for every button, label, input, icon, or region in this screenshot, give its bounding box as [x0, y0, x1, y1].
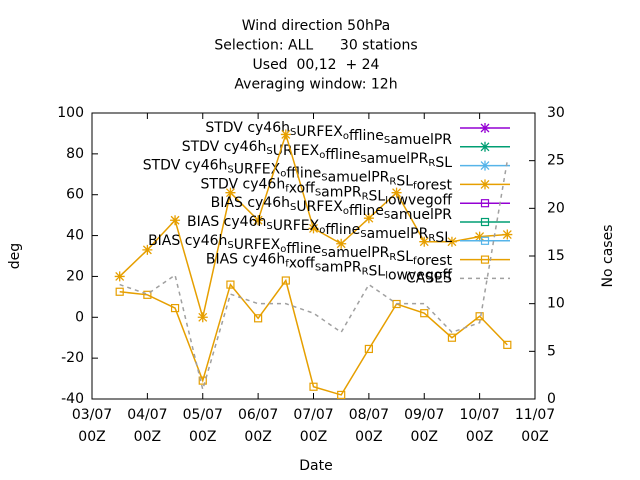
y2-tick-label: 25	[547, 153, 565, 169]
y-tick-label: 0	[75, 309, 84, 325]
x-tick-label: 00Z	[355, 429, 382, 445]
marker	[391, 187, 402, 198]
x-tick-label: 05/07	[183, 407, 223, 423]
marker	[447, 333, 457, 342]
marker	[475, 312, 484, 321]
legend-label: BIAS cy46hSURFEXofflineSamuelPRRSLforest	[148, 233, 452, 269]
legend-marker-shape	[480, 236, 490, 245]
marker	[253, 215, 264, 226]
y2-axis-label: No cases	[600, 225, 616, 288]
legend-marker	[480, 255, 490, 264]
y-tick-label: -20	[61, 350, 84, 366]
y-tick-label: 100	[57, 105, 84, 121]
y-tick-label: -40	[61, 391, 84, 407]
marker	[281, 276, 290, 285]
legend-marker	[480, 179, 490, 190]
legend-label: STDV cy46hfxoffSamPRRSLlowvegoff	[201, 176, 453, 208]
series	[115, 276, 512, 400]
marker	[363, 213, 374, 224]
legend-label: BIAS cy46hSURFEXofflineSamuelPRRSL	[187, 214, 452, 246]
legend-marker-shape	[480, 255, 490, 264]
y-tick-label: 20	[66, 268, 84, 284]
y2-tick-label: 30	[547, 105, 565, 121]
legend-marker	[480, 199, 490, 208]
legend-label: BIAS cy46hSURFEXofflineSamuelPR	[211, 195, 453, 223]
x-tick-label: 06/07	[238, 407, 278, 423]
marker	[198, 376, 207, 385]
chart-title: Wind direction 50hPa	[242, 18, 391, 34]
marker	[143, 290, 152, 299]
marker	[502, 229, 513, 240]
marker	[364, 344, 373, 354]
legend-marker-shape	[480, 199, 490, 208]
y-tick-label: 60	[66, 187, 84, 203]
y2-tick-label: 10	[547, 296, 565, 312]
legend-marker-shape	[480, 179, 490, 190]
legend-marker-shape	[480, 123, 490, 133]
marker	[419, 236, 430, 247]
x-tick-label: 08/07	[349, 407, 389, 423]
marker	[309, 382, 318, 391]
legend-marker	[480, 236, 490, 245]
x-tick-label: 00Z	[300, 429, 327, 445]
chart-title: Used 00,12 + 24	[253, 57, 380, 73]
legend-label: BIAS cy46hfxoffSamPRRSLlowvegoff	[206, 252, 452, 284]
y2-tick-label: 5	[547, 343, 556, 359]
legend-marker-shape	[480, 141, 490, 152]
marker	[336, 238, 347, 249]
marker	[420, 309, 429, 318]
x-axis-label: Date	[299, 458, 332, 474]
x-tick-label: 11/07	[515, 407, 555, 423]
x-tick-label: 03/07	[72, 407, 112, 423]
marker	[197, 312, 208, 323]
legend-marker	[480, 141, 490, 152]
legend-marker	[480, 217, 490, 227]
x-tick-label: 00Z	[466, 429, 493, 445]
chart-title: Selection: ALL 30 stations	[214, 38, 417, 54]
legend-marker	[480, 160, 490, 171]
y2-tick-label: 20	[547, 200, 565, 216]
x-tick-label: 00Z	[521, 429, 548, 445]
marker	[115, 287, 124, 296]
x-tick-label: 04/07	[127, 407, 167, 423]
legend-label: STDV cy46hSURFEXofflineSamuelPR	[205, 120, 452, 148]
y2-tick-label: 0	[547, 391, 556, 407]
marker	[114, 271, 125, 282]
marker	[170, 215, 181, 226]
marker	[446, 236, 457, 247]
x-tick-label: 00Z	[411, 429, 438, 445]
x-tick-label: 09/07	[404, 407, 444, 423]
y-tick-label: 80	[66, 146, 84, 162]
x-tick-label: 10/07	[459, 407, 499, 423]
chart-title: Averaging window: 12h	[234, 77, 397, 93]
marker	[142, 244, 153, 255]
y-axis-label: deg	[7, 243, 23, 269]
legend-marker-shape	[480, 217, 490, 227]
y-tick-label: 40	[66, 228, 84, 244]
legend-label: CASES	[406, 270, 452, 286]
x-tick-label: 00Z	[134, 429, 161, 445]
legend-label: STDV cy46hSURFEXofflineSamuelPRRSLforest	[143, 158, 453, 194]
x-tick-label: 07/07	[293, 407, 333, 423]
line	[119, 278, 508, 396]
marker	[254, 314, 263, 323]
marker	[280, 129, 291, 140]
marker	[308, 223, 319, 234]
marker	[503, 340, 512, 349]
marker	[225, 187, 236, 198]
legend-marker-shape	[480, 160, 490, 171]
legend-label: STDV cy46hSURFEXofflineSamuelPRRSL	[182, 139, 453, 171]
legend-marker	[480, 123, 490, 133]
y2-tick-label: 15	[547, 248, 565, 264]
x-tick-label: 00Z	[78, 429, 105, 445]
marker	[337, 390, 346, 400]
marker	[226, 280, 235, 289]
marker	[474, 231, 485, 242]
marker	[170, 303, 180, 313]
x-tick-label: 00Z	[189, 429, 216, 445]
series	[114, 129, 513, 323]
x-tick-label: 00Z	[244, 429, 271, 445]
